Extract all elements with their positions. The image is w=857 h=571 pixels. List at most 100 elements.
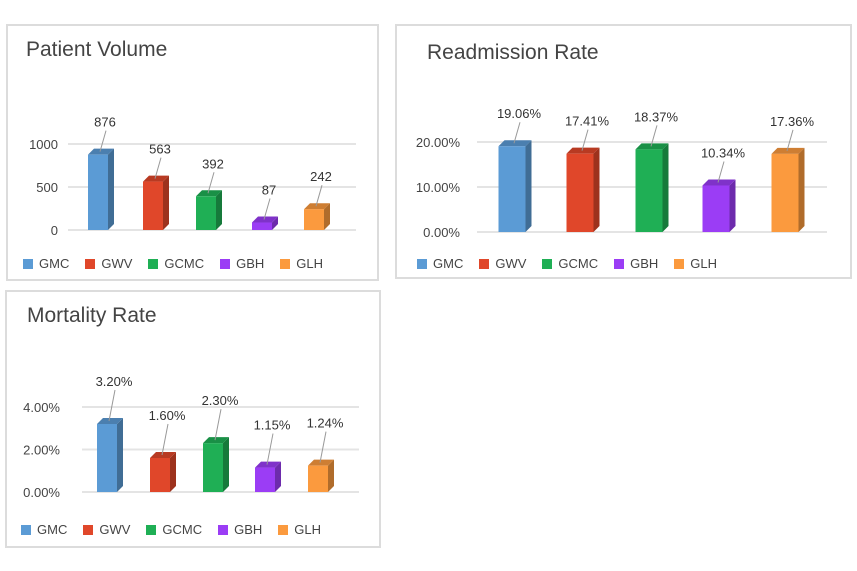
- legend-swatch: [542, 258, 553, 269]
- legend-swatch: [83, 524, 94, 535]
- y-tick-label: 2.00%: [23, 443, 60, 458]
- legend-swatch: [614, 258, 625, 269]
- bar-glh: [304, 203, 330, 230]
- data-label: 18.37%: [634, 109, 679, 124]
- data-label: 17.41%: [565, 114, 610, 129]
- legend-item-glh: GLH: [674, 256, 717, 271]
- patient-volume-chart: Patient Volume 0 500 1000 876 563 392 87 242 GM…: [6, 24, 379, 281]
- bar-gwv: [566, 147, 600, 232]
- legend-swatch: [674, 258, 685, 269]
- data-label: 87: [262, 183, 276, 198]
- legend-label: GCMC: [558, 256, 599, 271]
- y-tick-label: 500: [36, 180, 58, 195]
- chart-legend: GMC GWV GCMC GBH GLH: [21, 522, 337, 537]
- mortality-rate-plot: 0.00% 2.00% 4.00% 3.20% 1.60% 2.30% 1.15% 1.24%: [23, 374, 359, 500]
- legend-label: GWV: [99, 522, 131, 537]
- leader-line: [319, 431, 327, 463]
- leader-line: [207, 172, 215, 194]
- chart-title: Patient Volume: [26, 38, 168, 61]
- legend-label: GLH: [690, 256, 718, 271]
- patient-volume-plot: 0 500 1000 876 563 392 87 242: [29, 115, 356, 238]
- legend-swatch: [148, 258, 159, 269]
- legend-item-gcmc: GCMC: [542, 256, 598, 271]
- y-tick-label: 20.00%: [416, 135, 461, 150]
- bar-gcmc: [635, 143, 669, 232]
- legend-label: GMC: [39, 256, 70, 271]
- bar-gbh: [255, 461, 281, 492]
- legend-item-gmc: GMC: [417, 256, 463, 271]
- legend-item-gcmc: GCMC: [146, 522, 202, 537]
- readmission-rate-plot: 0.00% 10.00% 20.00% 19.06% 17.41% 18.37% 10.34…: [416, 106, 827, 240]
- leader-line: [581, 129, 589, 151]
- chart-legend: GMC GWV GCMC GBH GLH: [417, 256, 733, 271]
- data-label: 1.24%: [307, 416, 344, 431]
- legend-swatch: [23, 258, 33, 269]
- legend-label: GBH: [234, 522, 263, 537]
- legend-item-gwv: GWV: [83, 522, 130, 537]
- bar-gmc: [88, 148, 114, 230]
- data-label: 2.30%: [202, 393, 239, 408]
- y-tick-label: 0.00%: [23, 485, 60, 500]
- leader-line: [154, 157, 162, 179]
- legend-swatch: [417, 258, 427, 269]
- legend-swatch: [218, 524, 229, 535]
- legend-item-gbh: GBH: [218, 522, 262, 537]
- leader-line: [513, 122, 521, 144]
- legend-label: GBH: [630, 256, 659, 271]
- data-label: 3.20%: [96, 374, 133, 389]
- chart-title: Mortality Rate: [27, 304, 157, 327]
- leader-line: [161, 423, 169, 456]
- bar-glh: [308, 459, 334, 492]
- bar-gwv: [150, 452, 176, 492]
- legend-item-gbh: GBH: [614, 256, 658, 271]
- leader-line: [786, 129, 794, 152]
- y-tick-label: 0: [51, 223, 58, 238]
- bar-gcmc: [196, 190, 222, 230]
- bar-gbh: [702, 179, 736, 232]
- readmission-rate-chart: Readmission Rate 0.00% 10.00% 20.00% 19.06%…: [395, 24, 852, 279]
- data-label: 392: [202, 156, 224, 171]
- bar-gcmc: [203, 437, 229, 492]
- legend-item-gwv: GWV: [479, 256, 526, 271]
- legend-label: GLH: [296, 256, 324, 271]
- bar-gmc: [498, 140, 532, 232]
- y-tick-label: 1000: [29, 137, 58, 152]
- legend-item-gmc: GMC: [23, 256, 69, 271]
- legend-label: GMC: [433, 256, 464, 271]
- data-label: 242: [310, 169, 332, 184]
- chart-title: Readmission Rate: [427, 41, 599, 64]
- bar-gwv: [143, 175, 169, 230]
- legend-label: GWV: [101, 256, 133, 271]
- legend-label: GCMC: [164, 256, 205, 271]
- leader-line: [99, 130, 107, 152]
- leader-line: [650, 125, 658, 147]
- legend-swatch: [220, 258, 231, 269]
- bar-gbh: [252, 216, 278, 230]
- data-label: 19.06%: [497, 106, 542, 121]
- legend-item-gcmc: GCMC: [148, 256, 204, 271]
- leader-line: [108, 389, 116, 422]
- legend-item-gbh: GBH: [220, 256, 264, 271]
- data-label: 10.34%: [701, 145, 746, 160]
- legend-label: GLH: [294, 522, 322, 537]
- data-label: 1.15%: [254, 418, 291, 433]
- legend-swatch: [146, 524, 157, 535]
- legend-swatch: [85, 258, 96, 269]
- chart-legend: GMC GWV GCMC GBH GLH: [23, 256, 339, 271]
- data-label: 17.36%: [770, 114, 815, 129]
- leader-line: [263, 198, 271, 220]
- legend-label: GCMC: [162, 522, 203, 537]
- leader-line: [266, 433, 274, 465]
- legend-item-glh: GLH: [280, 256, 323, 271]
- legend-item-glh: GLH: [278, 522, 321, 537]
- y-tick-label: 10.00%: [416, 180, 461, 195]
- legend-swatch: [21, 524, 31, 535]
- y-tick-label: 4.00%: [23, 400, 60, 415]
- data-label: 876: [94, 115, 116, 130]
- leader-line: [315, 185, 323, 207]
- bar-glh: [771, 147, 805, 232]
- legend-swatch: [479, 258, 490, 269]
- data-label: 563: [149, 142, 171, 157]
- legend-label: GMC: [37, 522, 68, 537]
- data-label: 1.60%: [149, 408, 186, 423]
